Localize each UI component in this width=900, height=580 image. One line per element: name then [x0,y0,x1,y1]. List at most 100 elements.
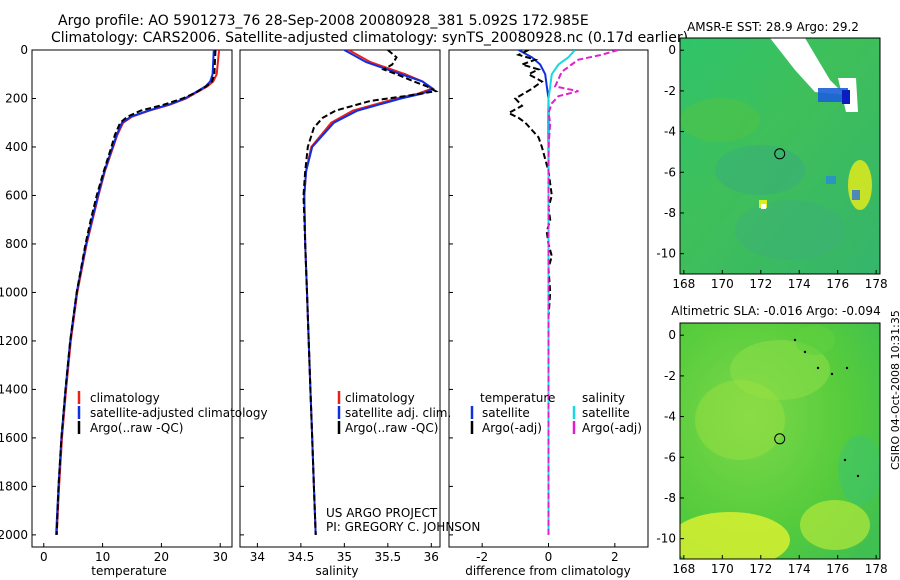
lon-tick-label: 172 [749,277,772,291]
argo-float-marker [774,148,786,160]
x-tick-label: 34.5 [288,550,315,564]
series-line-satellite-adjusted-climatology [55,50,215,535]
series-line-argo-raw-qc [302,50,439,535]
lat-tick-label: -2 [664,369,676,383]
lon-tick-label: 174 [788,277,811,291]
lat-tick-label: -8 [664,206,676,220]
x-tick-label: 20 [154,550,169,564]
x-tick-label: 35 [337,550,352,564]
lon-tick-label: 170 [711,277,734,291]
depth-axis: 0 200 400 600 800 1000 1200 1400 1600 1800 2000 [0,43,453,542]
sla-map-axes: 168 170 172 174 176 178 0 -2 -4 -6 -8 -10 [656,328,887,576]
legend-label-temp-argo: Argo(-adj) [482,421,542,435]
lat-tick-label: -8 [664,491,676,505]
x-tick-label: 30 [213,550,228,564]
salinity-legend: climatology satellite adj. clim. Argo(..… [337,391,451,435]
depth-tick-label: 800 [5,237,28,251]
lon-tick-label: 172 [749,562,772,576]
sla-map-frame [679,322,881,560]
sla-map-title: Altimetric SLA: -0.016 Argo: -0.094 [671,304,880,318]
difference-legend: temperature satellite Argo(-adj) salinit… [470,391,642,435]
depth-tick-label: 200 [5,91,28,105]
lon-tick-label: 168 [672,277,695,291]
series-line-argo-raw-qc [55,50,217,535]
depth-tick-label: 0 [20,43,28,57]
legend-label-satellite: satellite-adjusted climatology [90,406,268,420]
legend-title-temperature: temperature [480,391,555,405]
depth-tick-label: 1200 [0,334,28,348]
lon-tick-label: 178 [865,277,888,291]
series-line-climatology [55,50,221,535]
figure-title-line1: Argo profile: AO 5901273_76 28-Sep-2008 … [58,13,589,29]
depth-tick-label: 1400 [0,382,28,396]
x-tick-label: -2 [476,550,488,564]
legend-label-climatology: climatology [90,391,160,405]
timestamp-stamp: CSIRO 04-Oct-2008 10:31:35 [889,310,900,470]
legend-title-salinity: salinity [582,391,625,405]
legend-label-sal-argo: Argo(-adj) [582,421,642,435]
lon-tick-label: 176 [826,562,849,576]
salinity-x-axis: 34 34.5 35 35.5 36 [250,543,439,564]
legend-label-satellite: satellite adj. clim. [345,406,451,420]
depth-tick-label: 1000 [0,285,28,299]
depth-tick-label: 2000 [0,528,28,542]
x-tick-label: 0 [40,550,48,564]
lon-tick-label: 174 [788,562,811,576]
difference-series [506,50,619,535]
x-tick-label: 0 [545,550,553,564]
depth-tick-label: 600 [5,188,28,202]
sst-map-title: AMSR-E SST: 28.9 Argo: 29.2 [687,20,859,34]
series-line-temperature-satellite [518,50,550,535]
legend-label-argo: Argo(..raw -QC) [345,421,438,435]
sst-map-frame [679,37,881,275]
salinity-series [302,50,439,535]
legend-label-argo: Argo(..raw -QC) [90,421,183,435]
legend-label-climatology: climatology [345,391,415,405]
temperature-xlabel: temperature [91,564,166,578]
x-tick-label: 35.5 [374,550,401,564]
depth-tick-label: 1800 [0,479,28,493]
series-line-salinity-argo-adj [547,50,619,535]
legend-label-temp-satellite: satellite [482,406,530,420]
x-tick-label: 36 [424,550,439,564]
figure-title-line2: Climatology: CARS2006. Satellite-adjuste… [51,30,689,46]
sst-map-field [680,38,880,274]
lat-tick-label: 0 [668,328,676,342]
lat-tick-label: -6 [664,165,676,179]
temperature-panel-frame [31,49,233,548]
depth-tick-label: 400 [5,140,28,154]
series-line-temperature-argo-adj [506,50,553,535]
x-tick-label: 10 [95,550,110,564]
lon-tick-label: 178 [865,562,888,576]
x-tick-label: 34 [250,550,265,564]
x-tick-label: 2 [611,550,619,564]
lat-tick-label: -10 [656,532,676,546]
depth-tick-label: 1600 [0,431,28,445]
temperature-x-axis: 0 10 20 30 [40,543,228,564]
argo-float-marker [774,433,786,445]
land-mask [770,38,845,95]
temperature-legend: climatology satellite-adjusted climatolo… [77,391,268,435]
lat-tick-label: -4 [664,410,676,424]
salinity-xlabel: salinity [315,564,358,578]
lat-tick-label: -4 [664,125,676,139]
difference-xlabel: difference from climatology [465,564,631,578]
lat-tick-label: -10 [656,247,676,261]
lon-tick-label: 176 [826,277,849,291]
lat-tick-label: -6 [664,450,676,464]
sla-map-field [680,323,880,559]
temperature-series [55,50,221,535]
project-pi: PI: GREGORY C. JOHNSON [326,520,480,534]
series-line-climatology [303,50,434,535]
lat-tick-label: 0 [668,43,676,57]
series-line-satellite-adj-clim [303,50,435,535]
sst-map-axes: 168 170 172 174 176 178 0 -2 -4 -6 -8 -10 [656,43,887,291]
salinity-panel-frame [239,49,441,548]
difference-x-axis: -2 0 2 [476,543,619,564]
lon-tick-label: 168 [672,562,695,576]
lat-tick-label: -2 [664,84,676,98]
lon-tick-label: 170 [711,562,734,576]
series-line-salinity-satellite [547,50,576,535]
legend-label-sal-satellite: satellite [582,406,630,420]
